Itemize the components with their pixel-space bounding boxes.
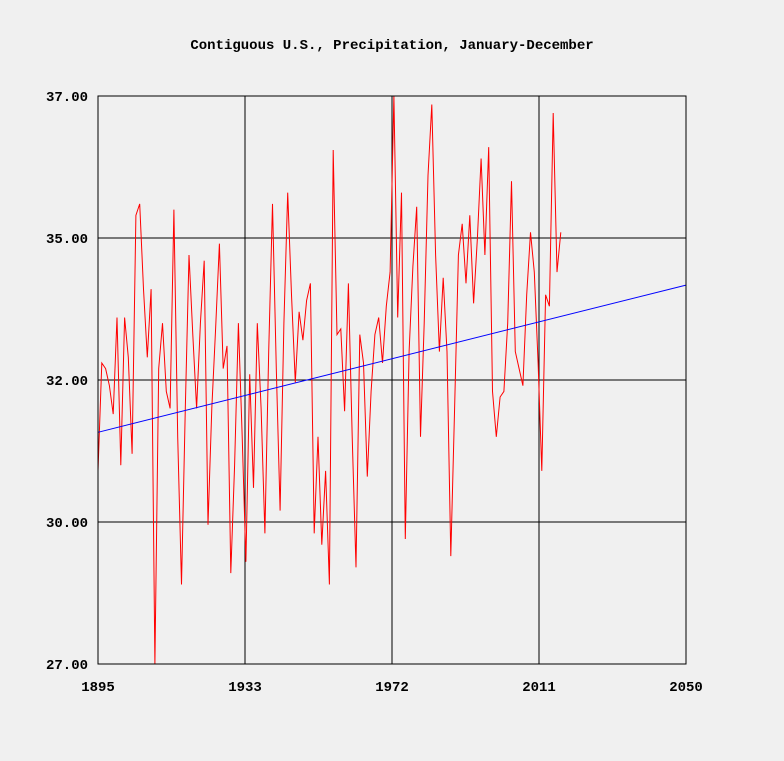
y-tick-label: 35.00 xyxy=(46,232,88,248)
precipitation-series-line xyxy=(97,95,562,665)
y-tick-label: 27.00 xyxy=(46,658,88,674)
chart-title: Contiguous U.S., Precipitation, January-… xyxy=(190,38,593,54)
x-tick-label: 2011 xyxy=(522,680,556,696)
x-tick-label: 2050 xyxy=(669,680,703,696)
x-tick-label: 1895 xyxy=(81,680,115,696)
y-tick-label: 37.00 xyxy=(46,90,88,106)
x-tick-label: 1933 xyxy=(228,680,262,696)
y-axis-ticks: 37.00 35.00 32.00 30.00 27.00 xyxy=(46,90,88,674)
series-layer xyxy=(97,95,687,665)
y-tick-label: 32.00 xyxy=(46,374,88,390)
x-axis-ticks: 1895 1933 1972 2011 2050 xyxy=(81,680,703,696)
plot-frame xyxy=(97,95,687,665)
y-tick-label: 30.00 xyxy=(46,516,88,532)
trend-line xyxy=(97,284,687,433)
x-tick-label: 1972 xyxy=(375,680,409,696)
